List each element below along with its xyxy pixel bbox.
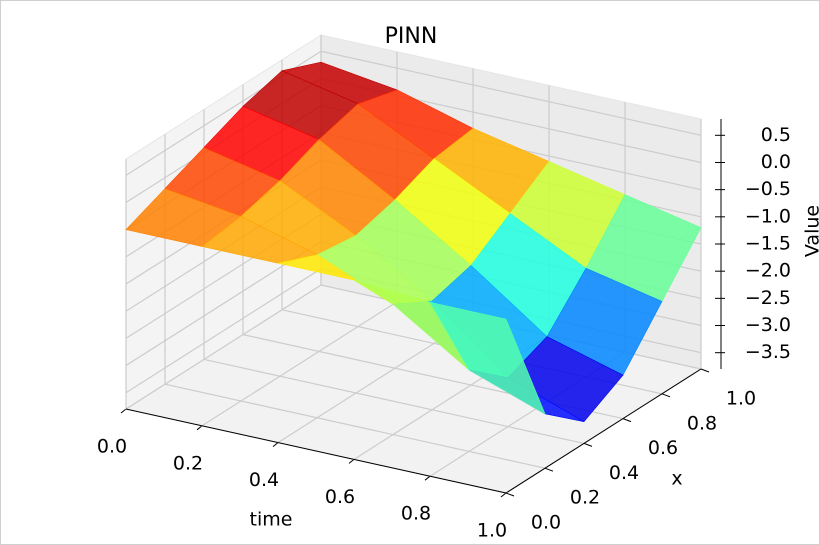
chart-title: PINN	[385, 24, 438, 49]
x-tick-label: 0.4	[249, 469, 279, 491]
z-tick-label: 0.0	[761, 151, 791, 173]
y-tick-label: 0.6	[648, 437, 678, 459]
y-axis-line	[505, 368, 702, 494]
z-tick-label: −0.5	[745, 178, 791, 200]
tick-mark	[505, 492, 515, 497]
tick-mark	[348, 459, 355, 464]
z-tick-label: −3.5	[745, 341, 791, 363]
tick-mark	[196, 425, 203, 431]
z-tick-label: −1.0	[745, 205, 791, 227]
y-axis-label: x	[671, 468, 682, 490]
x-tick-label: 0.8	[401, 503, 431, 525]
y-tick-label: 0.0	[531, 512, 561, 534]
z-tick-label: −2.0	[745, 260, 791, 282]
tick-mark	[622, 418, 632, 423]
x-tick-label: 0.2	[173, 452, 203, 474]
tick-mark	[500, 492, 507, 498]
y-tick-label: 1.0	[726, 388, 756, 410]
tick-mark	[661, 393, 671, 398]
z-tick-label: −2.5	[745, 287, 791, 309]
y-tick-label: 0.8	[687, 412, 717, 434]
grid-line	[125, 50, 702, 176]
x-tick-label: 0.0	[97, 436, 127, 458]
tick-mark	[120, 408, 127, 414]
z-axis-label: Value	[802, 205, 820, 257]
tick-mark	[424, 475, 431, 481]
y-tick-label: 0.2	[570, 487, 600, 509]
x-axis-line	[125, 408, 507, 494]
x-tick-label: 1.0	[477, 520, 507, 542]
x-axis-label: time	[250, 509, 293, 531]
z-tick-label: 0.5	[761, 124, 791, 146]
z-tick-label: −3.0	[745, 314, 791, 336]
y-tick-label: 0.4	[609, 462, 639, 484]
tick-mark	[272, 442, 279, 447]
surface-patch	[429, 301, 546, 415]
tick-mark	[700, 368, 710, 373]
x-tick-label: 0.6	[325, 486, 355, 508]
tick-mark	[583, 442, 593, 447]
z-tick-label: −1.5	[745, 233, 791, 255]
tick-mark	[544, 467, 554, 472]
